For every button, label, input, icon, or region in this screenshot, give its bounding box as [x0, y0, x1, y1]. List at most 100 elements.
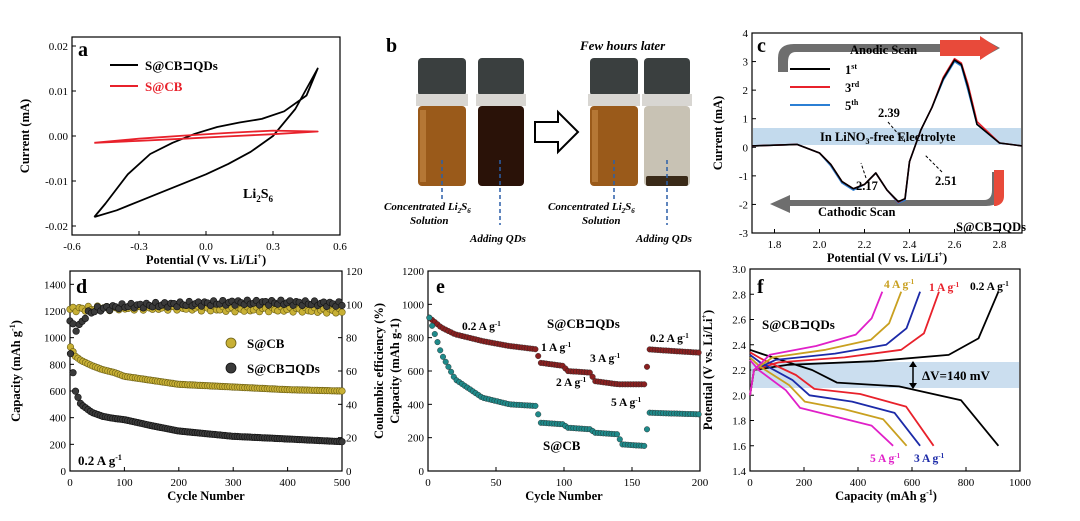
- rate-label-5: 5 A g-1: [611, 396, 642, 409]
- x-tick-label: -0.6: [63, 241, 81, 253]
- charge-curve-5ag1: [749, 291, 884, 396]
- x-tick-label: 0.0: [199, 241, 213, 253]
- discharge-curve-1ag1: [749, 351, 935, 447]
- peak-marker-line: [887, 121, 906, 143]
- data-point-scbqds: [71, 387, 80, 395]
- vial-highlight: [592, 110, 598, 182]
- x-tick-label: 0.3: [266, 241, 280, 253]
- data-point-scb: [614, 431, 621, 438]
- panel-c-yticks: -3 -2 -1 0 1 2 3 4: [739, 28, 756, 240]
- rate-label-4: 4 A g-1: [884, 278, 915, 291]
- y-tick-label: -1: [739, 171, 748, 183]
- vial-neck: [476, 94, 526, 106]
- vial-neck: [642, 94, 692, 106]
- x-tick-label: 1.8: [768, 239, 782, 251]
- panel-e: e 0 50 100 150 200 0 200 400 600 800 1000 1200 S@C…: [388, 266, 709, 503]
- y-tick-label: 400: [408, 399, 425, 411]
- electrolyte-band: [753, 128, 1021, 145]
- x-tick-label: 2.0: [813, 239, 827, 251]
- y-tick-label: -3: [739, 228, 749, 240]
- x-tick-label: 500: [334, 477, 351, 489]
- panel-c-band-label: In LiNO3-free Electrolyte: [820, 130, 956, 146]
- panel-e-xlabel: Cycle Number: [525, 489, 603, 503]
- panel-f-delta-v: ΔV=140 mV: [922, 368, 991, 383]
- y-tick-label: 1.8: [732, 416, 746, 428]
- data-point-scbqds: [74, 393, 82, 401]
- panel-a-ylabel: Current (mA): [18, 99, 32, 173]
- panel-f-letter: f: [757, 276, 764, 298]
- discharge-curve-4ag1: [749, 356, 908, 447]
- legend-label-scb: S@CB: [247, 336, 285, 351]
- data-point-scb: [434, 339, 441, 346]
- data-point-scb: [440, 353, 447, 360]
- y-tick-label: 1.4: [732, 466, 746, 478]
- panel-f-xlabel: Capacity (mAh g-1): [835, 488, 937, 503]
- data-point-scb: [442, 358, 449, 365]
- cv-loop-scbqds: [93, 67, 319, 218]
- x-tick-label: 600: [904, 477, 921, 489]
- panel-d-ylabel: Capacity (mAh g-1): [8, 320, 23, 422]
- vial-qds-before: [476, 58, 526, 186]
- legend-marker-scb: [225, 337, 237, 349]
- y-tick-label: 2.8: [732, 289, 746, 301]
- vial-neck: [588, 94, 640, 106]
- data-point-scb: [641, 442, 648, 449]
- data-point-scb: [338, 387, 346, 395]
- x-tick-label: 400: [850, 477, 867, 489]
- vial-label-adding-1: Adding QDs: [469, 233, 526, 245]
- data-point-scb: [426, 314, 433, 321]
- panel-c-cathodic-label: Cathodic Scan: [818, 205, 895, 219]
- data-point-scbqds: [586, 369, 593, 376]
- y-tick-label: 0.01: [49, 86, 68, 98]
- data-point-scb: [429, 322, 436, 329]
- panel-a-annotation: Li2S6: [243, 187, 274, 204]
- panel-a-xticks: -0.6 -0.3 0.0 0.3 0.6: [63, 231, 347, 253]
- panel-f-xticks: 0 200 400 600 800 1000: [747, 467, 1032, 489]
- vial-liquid: [418, 106, 466, 186]
- data-point-scbqds: [66, 350, 75, 358]
- peak-marker-line: [860, 162, 867, 179]
- vial-qds-after: [642, 58, 692, 186]
- y-tick-label: 0: [419, 466, 425, 478]
- panel-d-y2ticks: 0 20 40 60 80 100 120: [338, 266, 363, 478]
- data-point-scbce: [338, 308, 346, 316]
- x-tick-label: 400: [279, 477, 296, 489]
- rate-label-02-return: 0.2 A g-1: [650, 332, 689, 345]
- vial-label-concentrated-1: Concentrated Li2S6: [384, 201, 471, 215]
- panel-f-sample: S@CB⊐QDs: [762, 317, 835, 332]
- data-point-scb: [437, 347, 444, 354]
- y-tick-label: 0.02: [49, 41, 68, 53]
- data-point-scb: [532, 402, 539, 409]
- vial-li2s6-after: [588, 58, 640, 186]
- data-point-scb: [431, 331, 438, 338]
- x-tick-label: 2.2: [858, 239, 872, 251]
- panel-c-xticks: 1.8 2.0 2.2 2.4 2.6 2.8: [768, 229, 1007, 251]
- x-tick-label: 800: [958, 477, 975, 489]
- data-point-scbqds: [644, 363, 651, 370]
- panel-a-letter: a: [78, 39, 88, 61]
- panel-d-xlabel: Cycle Number: [167, 489, 245, 503]
- x-tick-label: 0: [425, 477, 431, 489]
- y-tick-label: 3: [743, 57, 749, 69]
- y-tick-label: 1400: [44, 279, 67, 291]
- y-tick-label: 2: [743, 85, 749, 97]
- vial-neck: [416, 94, 468, 106]
- rate-label-1: 1 A g-1: [929, 281, 960, 294]
- data-point-scb: [616, 436, 623, 443]
- data-point-scbqds: [338, 438, 346, 446]
- rate-label-5: 5 A g-1: [870, 452, 901, 465]
- cathodic-arrow-shaft: [770, 172, 1002, 213]
- rate-label-2: 2 A g-1: [556, 376, 587, 389]
- y-tick-label: 1.6: [732, 441, 746, 453]
- panel-e-sample-bottom: S@CB: [543, 438, 581, 453]
- data-point-scbqds: [69, 369, 77, 377]
- panel-f-ylabel: Potential (V vs. Li/Li+): [700, 310, 715, 430]
- panel-c-anodic-label: Anodic Scan: [850, 43, 917, 57]
- discharge-curve-02ag1: [749, 348, 1000, 447]
- x-tick-label: 1000: [1009, 477, 1032, 489]
- y-tick-label: 1200: [44, 306, 67, 318]
- data-point-scbqds: [535, 353, 542, 360]
- vial-highlight: [420, 110, 426, 182]
- vial-label-solution-1: Solution: [410, 215, 449, 227]
- y2-tick-label: 100: [346, 299, 363, 311]
